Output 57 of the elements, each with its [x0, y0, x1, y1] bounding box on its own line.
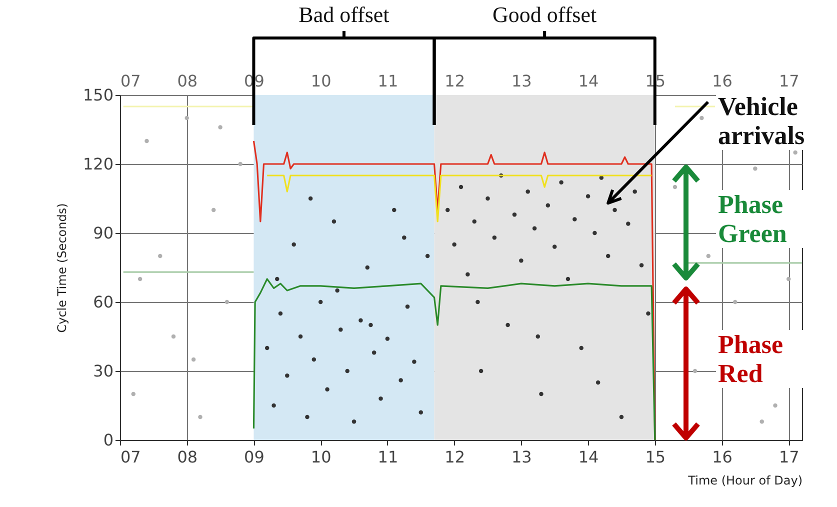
point	[191, 357, 196, 362]
y-tick-label: 150	[82, 86, 114, 104]
x2-tick-label: 07	[120, 448, 141, 466]
x2-tick-label: 16	[712, 448, 732, 466]
x-tick-label: 07	[120, 72, 141, 90]
point	[692, 368, 698, 374]
text: Good offset	[492, 2, 597, 28]
x-tick-label: 17	[778, 72, 800, 90]
point	[131, 392, 136, 396]
annotation: Phase Green	[716, 190, 820, 248]
point	[158, 254, 162, 258]
point	[144, 138, 149, 144]
point	[218, 125, 222, 130]
point	[184, 116, 189, 120]
x-tick-label: 12	[444, 72, 465, 90]
y-axis-title: Cycle Time (Seconds)	[54, 203, 69, 333]
point	[138, 276, 142, 282]
point	[211, 208, 216, 212]
line-series	[266, 174, 652, 222]
point	[733, 300, 738, 304]
text: Bad offset	[298, 2, 390, 28]
x-tick-label: 13	[511, 72, 532, 90]
point	[700, 116, 704, 120]
point	[198, 414, 202, 420]
point	[171, 334, 176, 339]
x-tick-label: 16	[712, 72, 732, 90]
x-axis-title: Time (Hour of Day)	[687, 474, 802, 488]
annotation: Vehicle arrivals	[716, 92, 820, 150]
x-tick-label: 11	[378, 72, 398, 90]
point	[706, 254, 711, 258]
point	[760, 419, 764, 424]
x2-tick-label: 12	[444, 448, 465, 466]
x2-tick-label: 09	[244, 448, 264, 466]
y-tick-label: 90	[93, 224, 114, 242]
x-tick-label: 10	[310, 72, 332, 90]
x2-tick-label: 14	[578, 448, 599, 466]
point	[672, 184, 678, 190]
point	[793, 150, 798, 155]
point	[238, 162, 242, 166]
x-tick-label: 08	[177, 72, 198, 90]
line-series	[252, 278, 656, 441]
point	[773, 403, 778, 408]
x2-tick-label: 10	[310, 448, 332, 466]
y-tick-label: 120	[82, 154, 114, 174]
x2-tick-label: 11	[378, 448, 398, 466]
annotation: Phase Red	[716, 330, 820, 388]
point	[786, 276, 791, 282]
x2-tick-label: 08	[177, 448, 198, 466]
x2-tick-label: 13	[511, 448, 532, 466]
point	[224, 300, 230, 304]
x-tick-label: 14	[578, 72, 599, 90]
point	[753, 166, 758, 171]
y-tick-label: 0	[103, 430, 114, 450]
y-tick-label: 60	[93, 292, 114, 312]
x2-tick-label: 15	[645, 448, 666, 466]
x2-tick-label: 17	[778, 448, 800, 466]
y-tick-label: 30	[93, 362, 114, 380]
